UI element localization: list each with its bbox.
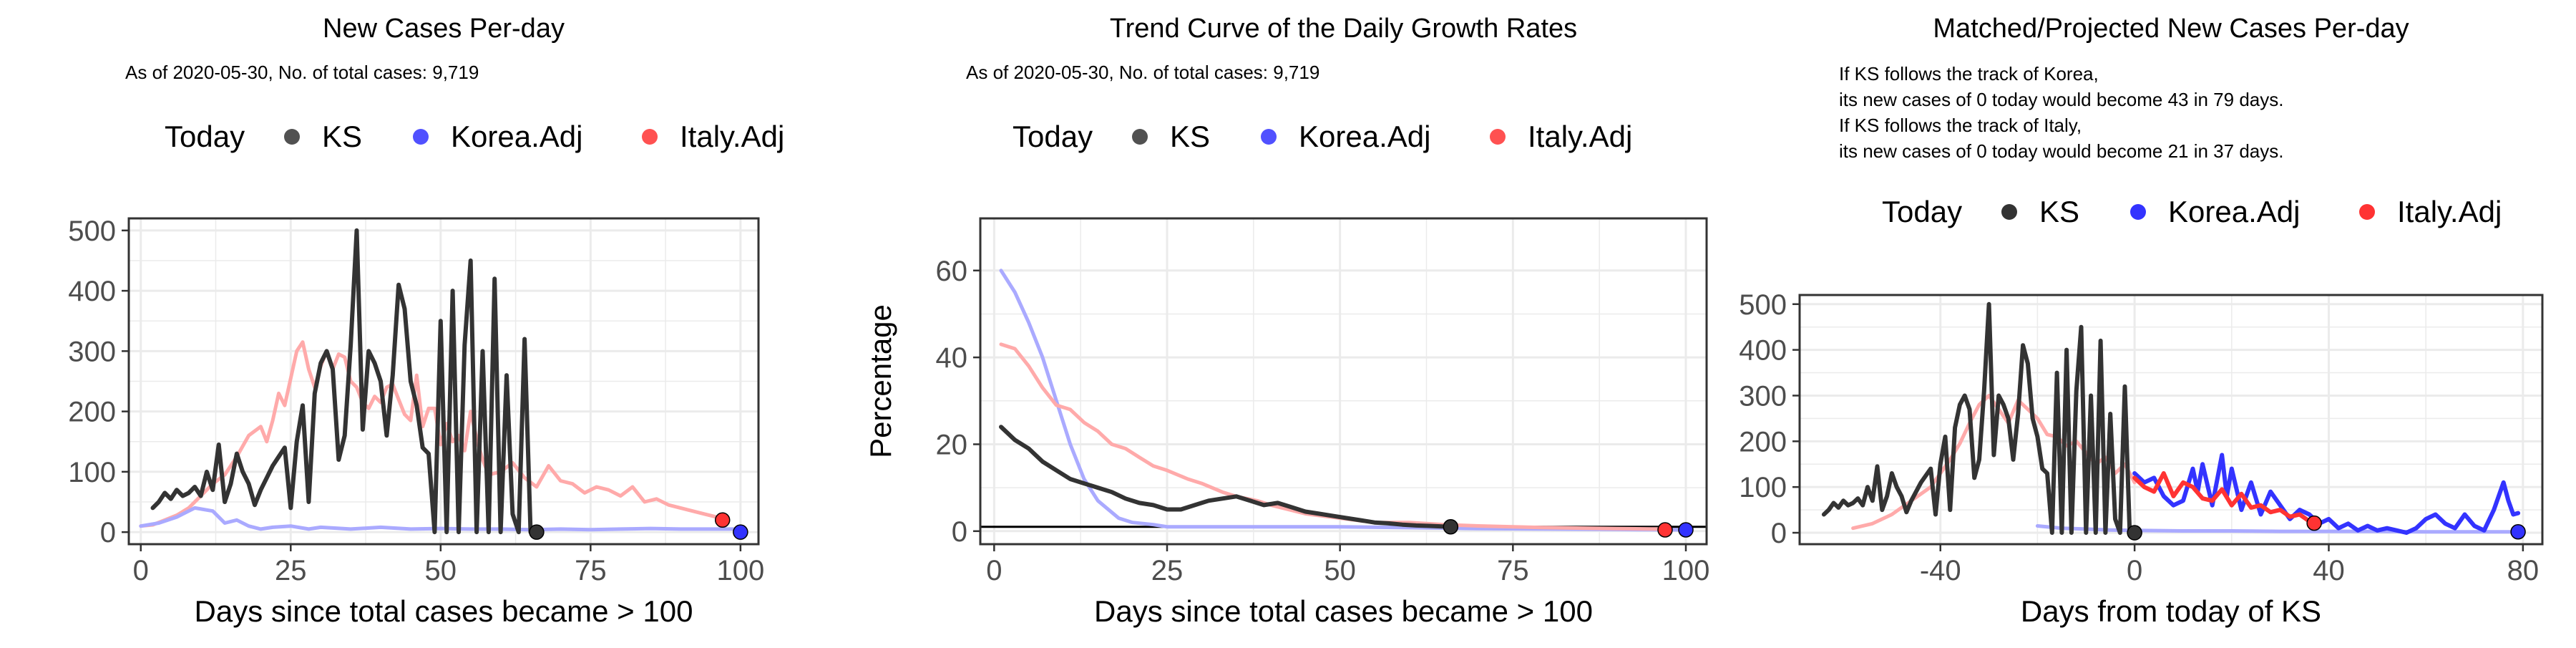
legend-label: Italy.Adj bbox=[2397, 195, 2502, 228]
x-tick-label: 25 bbox=[1151, 555, 1184, 586]
y-tick-label: 300 bbox=[68, 336, 116, 367]
x-tick-label: 50 bbox=[1324, 555, 1356, 586]
chart-note: its new cases of 0 today would become 21… bbox=[1839, 140, 2283, 162]
x-tick-label: 100 bbox=[716, 555, 764, 586]
chart-note: its new cases of 0 today would become 43… bbox=[1839, 89, 2283, 110]
plot-background bbox=[1800, 295, 2542, 544]
y-tick-label: 300 bbox=[1739, 380, 1787, 412]
legend-label: KS bbox=[1170, 120, 1210, 153]
x-tick-label: 100 bbox=[1662, 555, 1710, 586]
x-tick-label: 75 bbox=[1497, 555, 1529, 586]
legend-key-ks bbox=[1132, 129, 1148, 145]
chart-legend: Today KS Korea.Adj Italy.Adj bbox=[1013, 120, 1632, 153]
today-point-italy-adj bbox=[1657, 522, 1673, 538]
chart-panel-2: Trend Curve of the Daily Growth Rates As … bbox=[864, 14, 1709, 628]
legend-key-korea-adj bbox=[1261, 129, 1277, 145]
legend-label: Korea.Adj bbox=[1299, 120, 1430, 153]
today-point-italy-adj bbox=[714, 512, 731, 528]
legend-label: Italy.Adj bbox=[680, 120, 784, 153]
y-tick-label: 500 bbox=[1739, 289, 1787, 321]
chart-title: Matched/Projected New Cases Per-day bbox=[1933, 14, 2409, 44]
legend-key-korea-adj bbox=[413, 129, 429, 145]
x-tick-label: -40 bbox=[1920, 555, 1961, 586]
x-tick-label: 0 bbox=[133, 555, 149, 586]
legend-key-italy-adj bbox=[2359, 204, 2375, 220]
chart-subtitle: As of 2020-05-30, No. of total cases: 9,… bbox=[125, 62, 479, 83]
series-line-italy-adj-faint bbox=[139, 340, 725, 528]
series-line-italy-adj-faint bbox=[999, 342, 1667, 531]
x-tick-label: 40 bbox=[2313, 555, 2345, 586]
chart-title: New Cases Per-day bbox=[323, 14, 565, 44]
today-point-ks bbox=[2127, 525, 2142, 541]
y-tick-label: 100 bbox=[68, 457, 116, 488]
chart-subtitle: As of 2020-05-30, No. of total cases: 9,… bbox=[966, 62, 1319, 83]
y-axis-label: Percentage bbox=[864, 304, 897, 458]
series-line-ks bbox=[999, 425, 1453, 529]
x-tick-label: 0 bbox=[2127, 555, 2142, 586]
legend-key-korea-adj bbox=[2130, 204, 2146, 220]
legend-key-italy-adj bbox=[642, 129, 658, 145]
legend-title: Today bbox=[165, 120, 245, 153]
chart-title: Trend Curve of the Daily Growth Rates bbox=[1110, 14, 1577, 44]
today-point-ks bbox=[529, 524, 545, 540]
today-point-korea-adj bbox=[733, 524, 748, 540]
chart-legend: Today KS Korea.Adj Italy.Adj bbox=[1882, 195, 2502, 228]
x-axis-label: Days from today of KS bbox=[2021, 594, 2321, 628]
x-tick-label: 50 bbox=[425, 555, 457, 586]
plot-border bbox=[979, 217, 1708, 546]
legend-label: KS bbox=[2039, 195, 2079, 228]
legend-key-ks bbox=[2001, 204, 2017, 220]
x-axis-label: Days since total cases became > 100 bbox=[195, 594, 693, 628]
chart-panel-3: Matched/Projected New Cases Per-day If KS… bbox=[1739, 14, 2544, 628]
y-tick-label: 0 bbox=[952, 516, 967, 548]
plot-border bbox=[127, 217, 760, 546]
series-line-korea-adj-faint bbox=[139, 506, 743, 532]
today-point-korea-adj bbox=[2510, 524, 2526, 540]
legend-key-italy-adj bbox=[1490, 129, 1506, 145]
plot-background bbox=[980, 218, 1707, 544]
series-line-ks bbox=[150, 228, 539, 535]
legend-label: Italy.Adj bbox=[1528, 120, 1632, 153]
y-tick-label: 400 bbox=[68, 276, 116, 307]
y-tick-label: 100 bbox=[1739, 472, 1787, 503]
y-tick-label: 0 bbox=[1771, 518, 1787, 549]
x-tick-label: 25 bbox=[275, 555, 307, 586]
y-tick-label: 60 bbox=[936, 256, 968, 287]
plot-border bbox=[1798, 294, 2544, 546]
x-tick-label: 80 bbox=[2507, 555, 2540, 586]
y-tick-label: 40 bbox=[936, 342, 968, 374]
legend-label: KS bbox=[322, 120, 362, 153]
chart-panel-1: New Cases Per-day As of 2020-05-30, No. o… bbox=[68, 14, 784, 628]
legend-title: Today bbox=[1013, 120, 1093, 153]
series-line-italy-adj bbox=[2132, 471, 2317, 526]
chart-note: If KS follows the track of Korea, bbox=[1839, 63, 2099, 84]
y-tick-label: 500 bbox=[68, 216, 116, 247]
x-tick-label: 0 bbox=[986, 555, 1002, 586]
series-line-korea-adj-faint bbox=[999, 269, 1688, 532]
chart-legend: Today KS Korea.Adj Italy.Adj bbox=[165, 120, 784, 153]
series-line-ks bbox=[1821, 301, 2137, 535]
y-tick-label: 20 bbox=[936, 429, 968, 460]
legend-label: Korea.Adj bbox=[451, 120, 582, 153]
today-point-ks bbox=[1443, 518, 1459, 535]
today-point-italy-adj bbox=[2306, 515, 2322, 531]
series-line-korea-adj bbox=[2132, 453, 2521, 535]
y-tick-label: 400 bbox=[1739, 335, 1787, 367]
x-tick-label: 75 bbox=[575, 555, 607, 586]
y-tick-label: 0 bbox=[100, 517, 116, 548]
legend-label: Korea.Adj bbox=[2168, 195, 2300, 228]
y-tick-label: 200 bbox=[68, 397, 116, 428]
legend-key-ks bbox=[284, 129, 300, 145]
x-axis-label: Days since total cases became > 100 bbox=[1094, 594, 1593, 628]
chart-note: If KS follows the track of Italy, bbox=[1839, 115, 2082, 136]
y-tick-label: 200 bbox=[1739, 426, 1787, 458]
legend-title: Today bbox=[1882, 195, 1962, 228]
today-point-korea-adj bbox=[1678, 522, 1694, 538]
